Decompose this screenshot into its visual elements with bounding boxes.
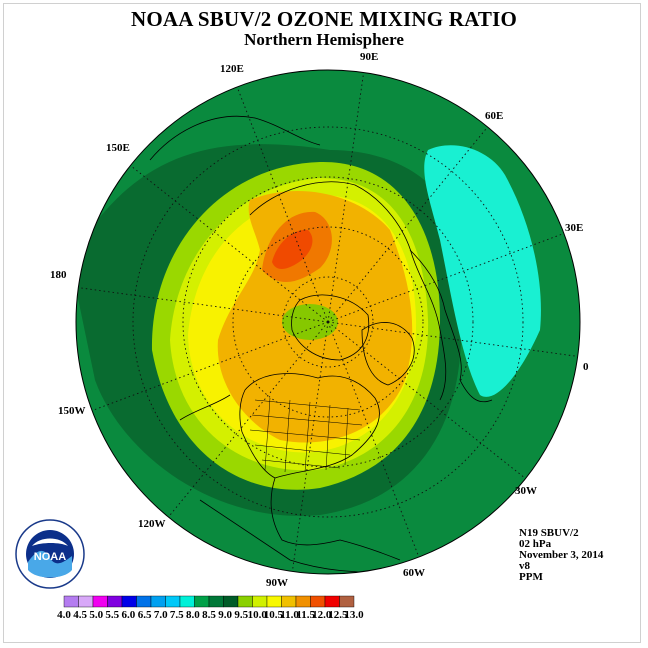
colorbar-tick-label: 5.5 bbox=[105, 609, 119, 621]
colorbar-tick-label: 5.0 bbox=[89, 609, 103, 621]
colorbar-swatch bbox=[324, 595, 340, 608]
colorbar-tick-label: 9.0 bbox=[218, 609, 232, 621]
lon-label-180: 180 bbox=[50, 269, 67, 281]
colorbar-tick-label: 6.0 bbox=[122, 609, 136, 621]
colorbar-swatch bbox=[179, 595, 195, 608]
lon-label-90e: 90E bbox=[360, 51, 378, 63]
lon-label-150w: 150W bbox=[58, 405, 86, 417]
colorbar-swatch bbox=[78, 595, 94, 608]
lon-label-90w: 90W bbox=[266, 577, 288, 589]
colorbar-tick-label: 11.5 bbox=[296, 609, 315, 621]
colorbar-swatches bbox=[63, 595, 355, 608]
colorbar-tick-label: 9.5 bbox=[234, 609, 248, 621]
colorbar-swatch bbox=[237, 595, 253, 608]
colorbar-tick-label: 7.0 bbox=[154, 609, 168, 621]
latitude-circles bbox=[132, 126, 524, 518]
colorbar-swatch bbox=[63, 595, 79, 608]
map-outline bbox=[75, 69, 581, 575]
colorbar-swatch bbox=[194, 595, 210, 608]
lon-label-120e: 120E bbox=[220, 63, 244, 75]
colorbar-labels: 4.0 4.5 5.0 5.5 6.0 6.5 7.0 7.5 8.0 8.5 9.0 9.5 10.0… bbox=[57, 609, 364, 621]
colorbar-tick-label: 8.0 bbox=[186, 609, 200, 621]
info-satellite: N19 SBUV/2 bbox=[519, 527, 579, 539]
lon-label-120w: 120W bbox=[138, 518, 166, 530]
colorbar-swatch bbox=[266, 595, 282, 608]
colorbar-swatch bbox=[339, 595, 355, 608]
lon-label-30e: 30E bbox=[565, 222, 583, 234]
lon-label-150e: 150E bbox=[106, 142, 130, 154]
colorbar-swatch bbox=[281, 595, 297, 608]
colorbar-swatch bbox=[150, 595, 166, 608]
lon-label-60w: 60W bbox=[403, 567, 425, 579]
noaa-logo-icon: NOAA bbox=[15, 519, 85, 589]
page-title: NOAA SBUV/2 OZONE MIXING RATIO bbox=[131, 7, 517, 31]
lon-label-30w: 30W bbox=[515, 485, 537, 497]
colorbar-swatch bbox=[223, 595, 239, 608]
colorbar-tick-label: 10.5 bbox=[264, 609, 284, 621]
lon-label-60e: 60E bbox=[485, 110, 503, 122]
colorbar-swatch bbox=[310, 595, 326, 608]
colorbar-tick-label: 6.5 bbox=[138, 609, 152, 621]
colorbar-tick-label: 11.0 bbox=[280, 609, 299, 621]
page-frame bbox=[3, 3, 641, 643]
colorbar-swatch bbox=[107, 595, 123, 608]
colorbar-tick-label: 12.0 bbox=[312, 609, 332, 621]
colorbar-swatch bbox=[92, 595, 108, 608]
lon-label-0: 0 bbox=[583, 361, 589, 373]
colorbar-swatch bbox=[121, 595, 137, 608]
colorbar-swatch bbox=[295, 595, 311, 608]
info-date: November 3, 2014 bbox=[519, 549, 604, 561]
info-pressure: 02 hPa bbox=[519, 538, 552, 550]
page-subtitle: Northern Hemisphere bbox=[244, 30, 404, 49]
colorbar-tick-label: 4.0 bbox=[57, 609, 71, 621]
colorbar-swatch bbox=[136, 595, 152, 608]
low-cell-region bbox=[424, 145, 541, 397]
colorbar-tick-label: 13.0 bbox=[344, 609, 364, 621]
us-state-grid bbox=[249, 397, 363, 473]
meridians bbox=[76, 70, 580, 574]
colorbar-tick-label: 10.0 bbox=[248, 609, 268, 621]
info-version: v8 bbox=[519, 560, 530, 572]
colorbar-tick-label: 8.5 bbox=[202, 609, 216, 621]
colorbar-tick-label: 7.5 bbox=[170, 609, 184, 621]
core-12.0-region bbox=[272, 229, 313, 269]
colorbar-swatch bbox=[165, 595, 181, 608]
info-units: PPM bbox=[519, 571, 543, 583]
logo-text: NOAA bbox=[34, 551, 66, 563]
pole-minimum-region bbox=[282, 304, 338, 340]
colorbar-swatch bbox=[208, 595, 224, 608]
noaa-logo: NOAA bbox=[14, 518, 86, 595]
colorbar-tick-label: 12.5 bbox=[328, 609, 348, 621]
colorbar-tick-label: 4.5 bbox=[73, 609, 87, 621]
colorbar-swatch bbox=[252, 595, 268, 608]
